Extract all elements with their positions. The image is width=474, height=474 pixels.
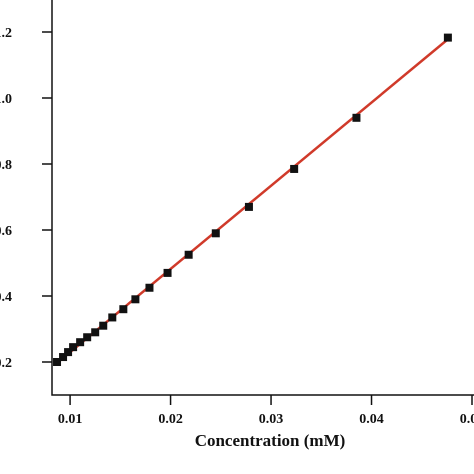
- y-tick-label: 0.6: [0, 224, 12, 239]
- point: [244, 202, 253, 211]
- point: [76, 338, 85, 347]
- point: [163, 268, 172, 277]
- point: [91, 328, 100, 337]
- point: [108, 313, 117, 322]
- point: [69, 343, 78, 352]
- y-tick-label: 0.8: [0, 158, 12, 173]
- point: [64, 348, 73, 357]
- y-tick-label: 1.0: [0, 92, 12, 107]
- point: [352, 113, 361, 122]
- point: [83, 333, 92, 342]
- y-tick-label: 0.2: [0, 356, 12, 371]
- point: [53, 358, 62, 366]
- x-axis-label: Concentration (mM): [195, 431, 346, 450]
- point: [99, 321, 108, 330]
- point: [290, 164, 299, 173]
- x-tick-label: 0.02: [158, 412, 183, 427]
- point: [119, 305, 128, 314]
- x-tick-label: 0.05: [460, 412, 474, 427]
- x-tick-label: 0.03: [259, 412, 284, 427]
- point: [211, 229, 220, 238]
- y-tick-label: 1.2: [0, 26, 12, 41]
- point: [145, 283, 154, 292]
- y-tick-label: 0.4: [0, 290, 12, 305]
- x-tick-label: 0.01: [58, 412, 83, 427]
- x-tick-label: 0.04: [359, 412, 384, 427]
- point: [131, 295, 140, 304]
- axes: [51, 0, 474, 396]
- point: [59, 353, 68, 362]
- point: [184, 250, 193, 259]
- point: [443, 33, 452, 42]
